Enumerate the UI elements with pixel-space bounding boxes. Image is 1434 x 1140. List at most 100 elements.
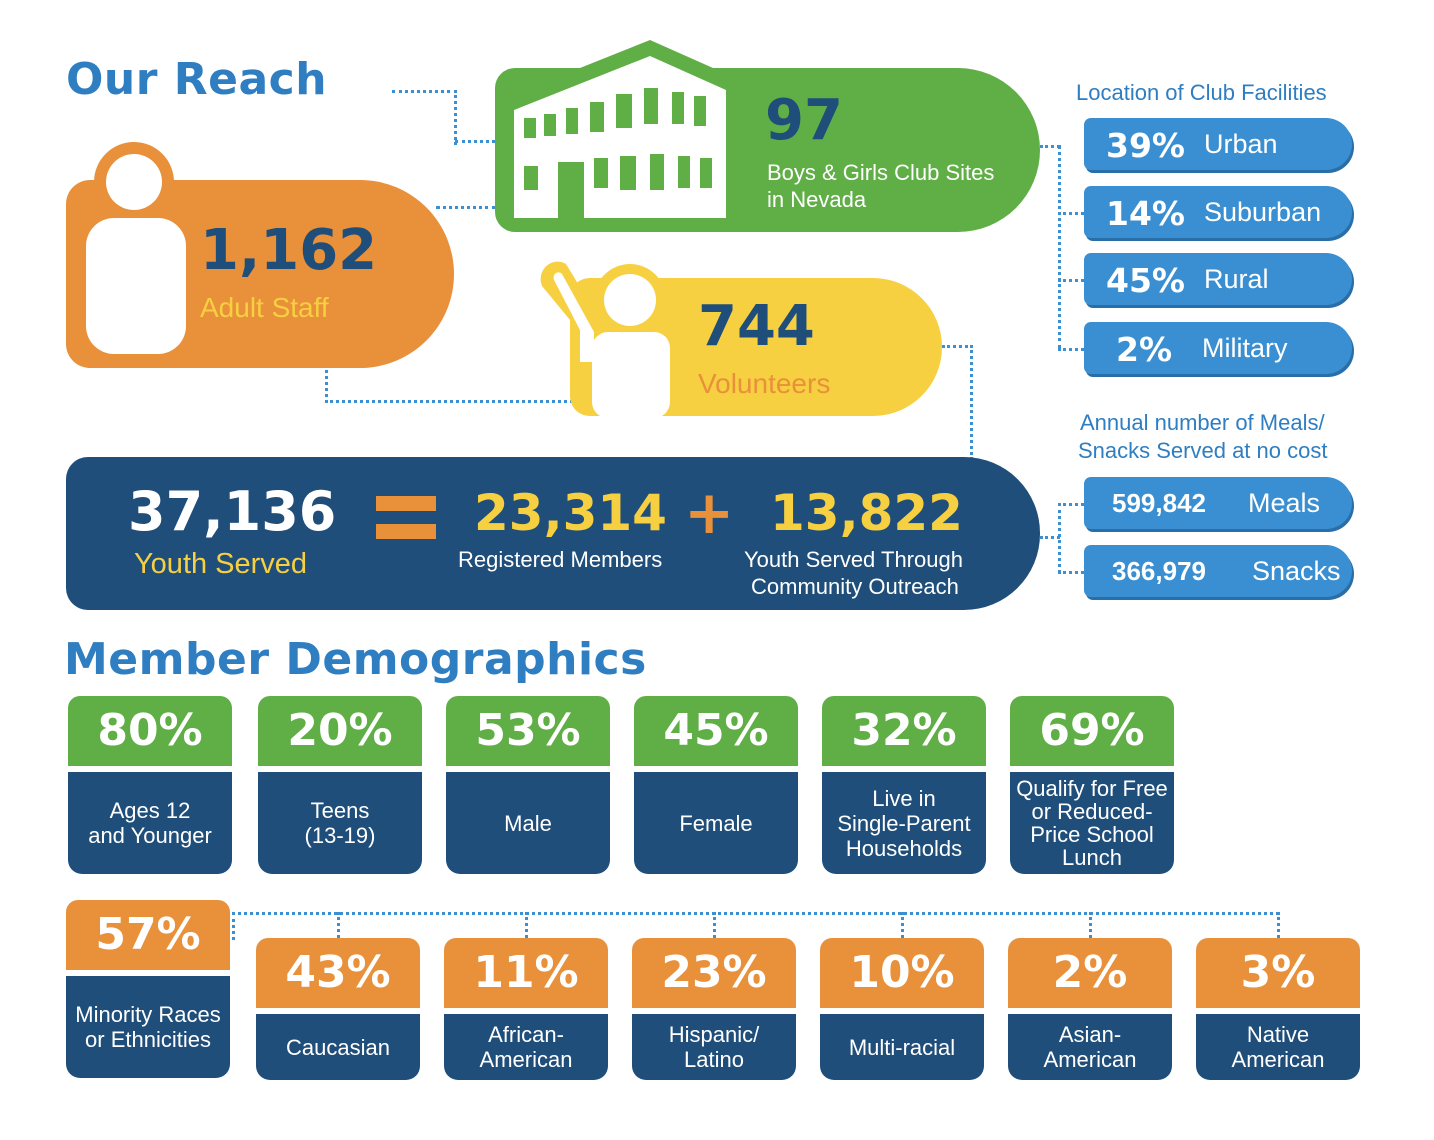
connector: [455, 140, 495, 143]
connector: [232, 912, 235, 940]
demo-card-african-american: 11% African- American: [444, 938, 608, 1080]
location-pct: 2%: [1116, 330, 1173, 369]
connector: [1040, 536, 1060, 539]
connector: [1058, 279, 1084, 282]
location-rural: 45% Rural: [1084, 253, 1352, 305]
connector: [1058, 503, 1084, 506]
location-label: Suburban: [1204, 197, 1322, 227]
connector: [1089, 912, 1092, 938]
snacks-value: 366,979: [1112, 556, 1206, 586]
meals-heading-2: Snacks Served at no cost: [1078, 438, 1328, 463]
demo-label: Hispanic/Latino: [632, 1014, 796, 1080]
connector: [1058, 571, 1084, 574]
location-label: Rural: [1204, 264, 1269, 294]
youth-total-label: Youth Served: [134, 548, 308, 580]
building-icon: [500, 40, 740, 225]
demo-label: Live in Single-Parent Households: [822, 772, 986, 874]
connector: [1058, 348, 1084, 351]
demo-card-multiracial: 10% Multi-racial: [820, 938, 984, 1080]
location-pct: 45%: [1106, 261, 1185, 300]
volunteers-label: Volunteers: [698, 368, 831, 399]
demo-card-ages: 80% Ages 12 and Younger: [68, 696, 232, 874]
connector: [525, 912, 528, 938]
connector: [325, 365, 578, 403]
our-reach-heading: Our Reach: [66, 54, 328, 105]
connector: [1058, 503, 1061, 573]
snacks-label: Snacks: [1252, 556, 1341, 586]
demo-pct: 10%: [820, 938, 984, 1008]
location-suburban: 14% Suburban: [1084, 186, 1352, 238]
location-label: Urban: [1204, 129, 1278, 159]
connector: [942, 345, 973, 460]
meals-heading-1: Annual number of Meals/: [1080, 410, 1325, 435]
demo-label: African- American: [444, 1014, 608, 1080]
demo-label: Qualify for Free or Reduced- Price School L…: [1010, 772, 1174, 874]
demo-label: Teens (13-19): [258, 772, 422, 874]
demo-pct: 23%: [632, 938, 796, 1008]
adult-staff-label: Adult Staff: [200, 292, 329, 323]
demo-pct: 32%: [822, 696, 986, 766]
outreach-value: 13,822: [770, 484, 963, 542]
outreach-label-1: Youth Served Through: [744, 547, 963, 572]
location-pct: 14%: [1106, 194, 1185, 233]
meals-value: 599,842: [1112, 488, 1206, 518]
club-sites-value: 97: [765, 88, 843, 153]
demo-card-minority: 57% Minority Races or Ethnicities: [66, 900, 230, 1078]
meals-label: Meals: [1248, 488, 1321, 518]
connector: [1277, 912, 1280, 938]
demo-card-hispanic: 23% Hispanic/Latino: [632, 938, 796, 1080]
connector: [1058, 212, 1084, 215]
demo-pct: 2%: [1008, 938, 1172, 1008]
connector: [337, 912, 340, 938]
connector: [392, 90, 457, 145]
demo-label: Multi-racial: [820, 1014, 984, 1080]
demo-card-native-american: 3% Native American: [1196, 938, 1360, 1080]
demo-label: Minority Races or Ethnicities: [66, 976, 230, 1078]
demo-card-lunch: 69% Qualify for Free or Reduced- Price Sch…: [1010, 696, 1174, 874]
demo-pct: 69%: [1010, 696, 1174, 766]
snacks-pill: 366,979 Snacks: [1084, 545, 1352, 597]
volunteers-value: 744: [698, 294, 815, 359]
connector: [713, 912, 716, 938]
location-military: 2% Military: [1084, 322, 1352, 374]
demo-label: Male: [446, 772, 610, 874]
demo-pct: 53%: [446, 696, 610, 766]
demo-card-caucasian: 43% Caucasian: [256, 938, 420, 1080]
location-pct: 39%: [1106, 126, 1185, 165]
connector: [1040, 145, 1060, 148]
demo-pct: 43%: [256, 938, 420, 1008]
person-icon: [86, 142, 186, 354]
connector: [232, 912, 1279, 915]
demo-card-asian-american: 2% Asian- American: [1008, 938, 1172, 1080]
demo-pct: 45%: [634, 696, 798, 766]
club-sites-label-2: in Nevada: [767, 187, 867, 212]
member-demographics-heading: Member Demographics: [64, 634, 647, 685]
demo-label: Ages 12 and Younger: [68, 772, 232, 874]
meals-pill: 599,842 Meals: [1084, 477, 1352, 529]
location-label: Military: [1202, 333, 1288, 363]
adult-staff-value: 1,162: [200, 218, 378, 283]
demo-card-female: 45% Female: [634, 696, 798, 874]
demo-card-male: 53% Male: [446, 696, 610, 874]
outreach-label-2: Community Outreach: [751, 574, 959, 599]
demo-card-teens: 20% Teens (13-19): [258, 696, 422, 874]
demo-pct: 80%: [68, 696, 232, 766]
connector: [901, 912, 904, 938]
demo-pct: 3%: [1196, 938, 1360, 1008]
connector: [436, 206, 496, 209]
registered-value: 23,314: [474, 484, 667, 542]
equals-sign: [376, 496, 436, 544]
location-urban: 39% Urban: [1084, 118, 1352, 170]
demo-card-single-parent: 32% Live in Single-Parent Households: [822, 696, 986, 874]
demo-label: Female: [634, 772, 798, 874]
connector: [1058, 145, 1061, 349]
demo-label: Native American: [1196, 1014, 1360, 1080]
demo-pct: 20%: [258, 696, 422, 766]
locations-heading: Location of Club Facilities: [1076, 80, 1327, 105]
club-sites-label-1: Boys & Girls Club Sites: [767, 160, 995, 185]
youth-served-panel: [66, 457, 1040, 610]
demo-pct: 11%: [444, 938, 608, 1008]
youth-total-value: 37,136: [128, 480, 337, 543]
registered-label: Registered Members: [458, 547, 663, 572]
demo-label: Asian- American: [1008, 1014, 1172, 1080]
